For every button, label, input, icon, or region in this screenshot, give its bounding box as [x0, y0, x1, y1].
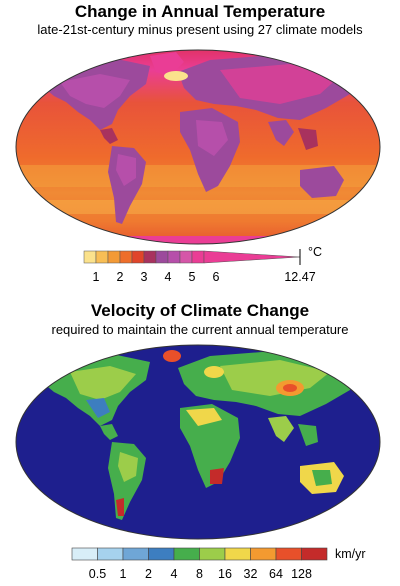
velocity-colorbar-segment [250, 547, 277, 561]
velocity-colorbar-segment [173, 547, 200, 561]
velocity-colorbar-segment [97, 547, 124, 561]
velocity-tick-label: 8 [196, 567, 203, 581]
velocity-colorbar-segment [199, 547, 226, 561]
map1-subtitle: late-21st-century minus present using 27… [37, 22, 363, 37]
velocity-unit-label: km/yr [335, 547, 366, 561]
map1-frame [15, 49, 381, 245]
velocity-tick-label: 0.5 [89, 567, 106, 581]
temperature-tick-label: 1 [93, 270, 100, 284]
temperature-colorbar-segment [179, 250, 193, 264]
velocity-tick-label: 16 [218, 567, 232, 581]
map2-title: Velocity of Climate Change [90, 301, 310, 320]
temperature-unit-label: °C [308, 245, 322, 259]
velocity-colorbar-segment [275, 547, 302, 561]
velocity-tick-label: 2 [145, 567, 152, 581]
velocity-colorbar-segment [122, 547, 149, 561]
map1-title: Change in Annual Temperature [74, 2, 326, 21]
map2-subtitle: required to maintain the current annual … [51, 322, 349, 337]
temperature-map [16, 50, 380, 244]
temperature-colorbar-segment [143, 250, 157, 264]
temperature-colorbar-segment [155, 250, 169, 264]
temperature-colorbar-segment [119, 250, 133, 264]
temperature-tick-label: 3 [141, 270, 148, 284]
velocity-tick-label: 32 [244, 567, 258, 581]
velocity-colorbar-segment [148, 547, 175, 561]
map2-frame [15, 344, 381, 540]
temperature-tick-label: 4 [165, 270, 172, 284]
temperature-colorbar-segment [107, 250, 121, 264]
velocity-colorbar: 0.5 1 2 4 8 16 32 64 128 km/yr [71, 547, 366, 581]
temperature-colorbar-segment [167, 250, 181, 264]
temperature-max-label: 12.47 [284, 270, 315, 284]
temperature-colorbar-segment [83, 250, 97, 264]
temperature-colorbar: 1 2 3 4 5 6 12.47 °C [83, 245, 322, 284]
velocity-tick-label: 64 [269, 567, 283, 581]
velocity-tick-label: 128 [291, 567, 312, 581]
temperature-colorbar-segment [191, 250, 205, 264]
temperature-colorbar-segment [95, 250, 109, 264]
velocity-colorbar-segment [301, 547, 328, 561]
temperature-colorbar-extension [203, 250, 301, 264]
temperature-colorbar-segment [131, 250, 145, 264]
velocity-colorbar-segment [224, 547, 251, 561]
temperature-tick-label: 6 [213, 270, 220, 284]
velocity-colorbar-segment [71, 547, 98, 561]
velocity-tick-label: 1 [120, 567, 127, 581]
temperature-tick-label: 2 [117, 270, 124, 284]
velocity-tick-label: 4 [171, 567, 178, 581]
temperature-tick-label: 5 [189, 270, 196, 284]
velocity-map [16, 345, 380, 539]
